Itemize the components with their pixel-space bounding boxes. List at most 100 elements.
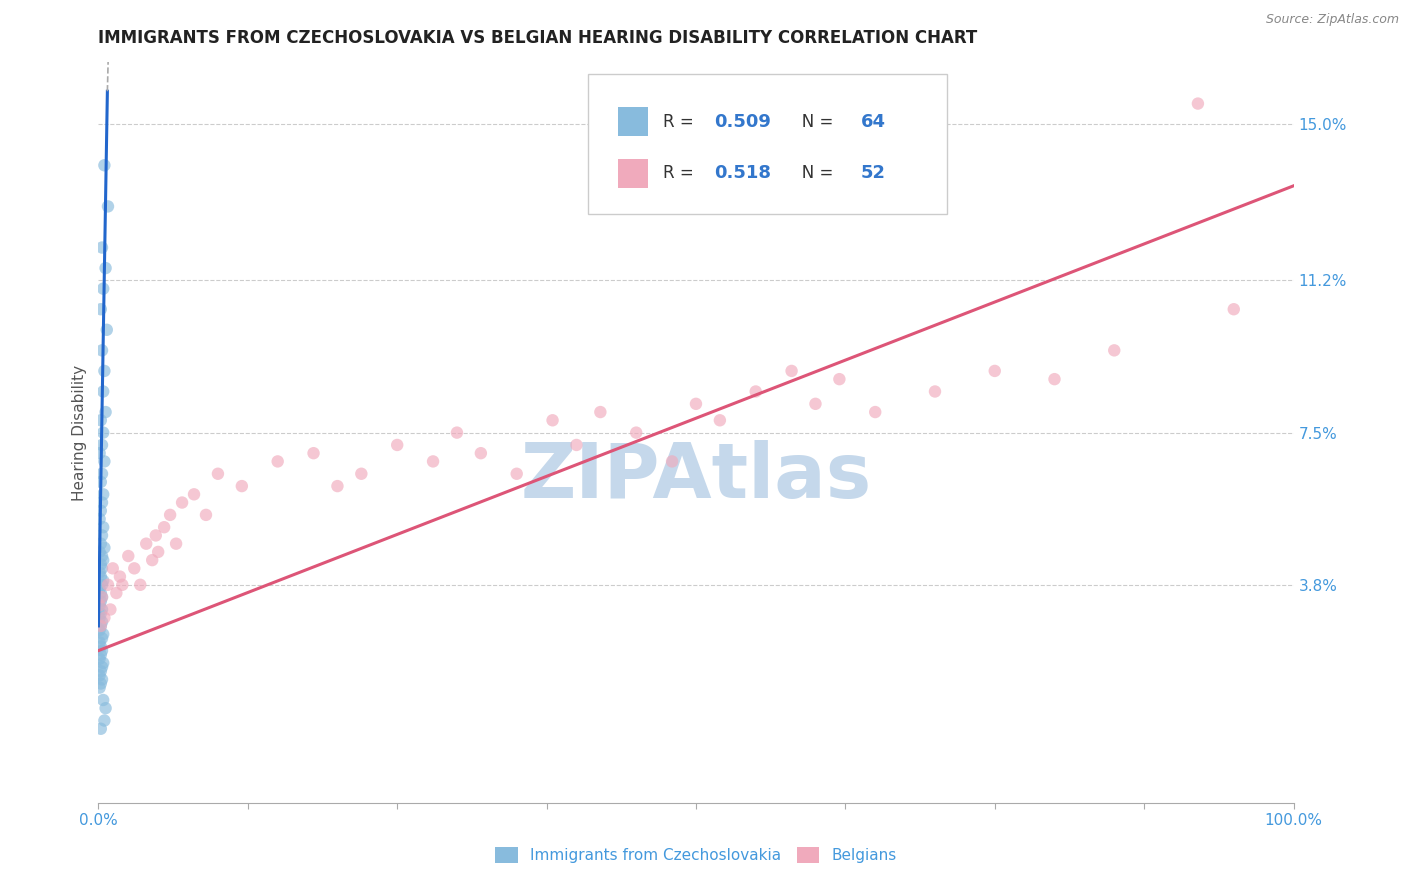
Point bbox=[91, 615, 114, 629]
Point bbox=[90, 664, 112, 678]
Point bbox=[91, 656, 114, 670]
Point bbox=[90, 722, 112, 736]
Point bbox=[90, 676, 112, 690]
Point bbox=[90, 640, 112, 654]
Point bbox=[446, 425, 468, 440]
Point bbox=[91, 632, 114, 646]
Point bbox=[117, 549, 139, 563]
Point bbox=[90, 619, 112, 633]
Point bbox=[91, 574, 114, 588]
Point bbox=[231, 479, 253, 493]
Point bbox=[91, 660, 114, 674]
Point bbox=[91, 343, 114, 358]
Point bbox=[91, 520, 114, 534]
Point bbox=[780, 364, 803, 378]
Point bbox=[350, 467, 373, 481]
Point bbox=[661, 454, 683, 468]
Point bbox=[90, 586, 112, 600]
Point bbox=[626, 425, 648, 440]
Point bbox=[91, 590, 114, 604]
Text: N =: N = bbox=[786, 112, 838, 130]
Point bbox=[93, 364, 115, 378]
Point bbox=[93, 158, 115, 172]
Point bbox=[1104, 343, 1126, 358]
Point bbox=[828, 372, 851, 386]
Point bbox=[89, 599, 111, 613]
Point bbox=[91, 495, 114, 509]
Point bbox=[159, 508, 181, 522]
Point bbox=[422, 454, 444, 468]
Point bbox=[89, 582, 111, 596]
Point bbox=[148, 545, 170, 559]
Point bbox=[108, 569, 131, 583]
Point bbox=[865, 405, 887, 419]
Point bbox=[89, 668, 111, 682]
Point bbox=[91, 438, 114, 452]
Point bbox=[94, 701, 117, 715]
Point bbox=[1223, 302, 1246, 317]
Point bbox=[506, 467, 529, 481]
Point bbox=[91, 643, 114, 657]
Point bbox=[93, 541, 115, 555]
Point bbox=[91, 578, 114, 592]
Point bbox=[90, 619, 112, 633]
Point bbox=[565, 438, 588, 452]
Point bbox=[89, 611, 111, 625]
Point bbox=[93, 611, 115, 625]
Point bbox=[1043, 372, 1066, 386]
FancyBboxPatch shape bbox=[589, 73, 948, 214]
Point bbox=[93, 714, 115, 728]
Point bbox=[91, 549, 114, 563]
Point bbox=[91, 282, 114, 296]
Point bbox=[385, 438, 409, 452]
Point bbox=[91, 553, 114, 567]
Point bbox=[97, 578, 120, 592]
Point bbox=[124, 561, 146, 575]
Text: R =: R = bbox=[662, 112, 704, 130]
Point bbox=[90, 504, 112, 518]
Point bbox=[89, 599, 111, 613]
Point bbox=[153, 520, 176, 534]
Text: 0.509: 0.509 bbox=[714, 112, 770, 130]
Text: Source: ZipAtlas.com: Source: ZipAtlas.com bbox=[1265, 13, 1399, 27]
Point bbox=[685, 397, 707, 411]
Text: 0.518: 0.518 bbox=[714, 164, 770, 183]
Text: R =: R = bbox=[662, 164, 704, 183]
Point bbox=[924, 384, 946, 399]
Text: N =: N = bbox=[786, 164, 838, 183]
Point bbox=[91, 673, 114, 687]
Y-axis label: Hearing Disability: Hearing Disability bbox=[72, 365, 87, 500]
Point bbox=[302, 446, 325, 460]
Point bbox=[984, 364, 1007, 378]
Point bbox=[97, 199, 120, 213]
Point bbox=[90, 569, 112, 583]
Point bbox=[326, 479, 349, 493]
Point bbox=[91, 627, 114, 641]
Point bbox=[267, 454, 290, 468]
Point bbox=[111, 578, 134, 592]
Point bbox=[90, 558, 112, 572]
Point bbox=[470, 446, 492, 460]
Legend: Immigrants from Czechoslovakia, Belgians: Immigrants from Czechoslovakia, Belgians bbox=[489, 841, 903, 869]
Point bbox=[90, 594, 112, 608]
Point bbox=[91, 561, 114, 575]
Point bbox=[91, 590, 114, 604]
Point bbox=[91, 487, 114, 501]
Point bbox=[89, 512, 111, 526]
Point bbox=[195, 508, 218, 522]
Point bbox=[98, 602, 122, 616]
Point bbox=[91, 384, 114, 399]
Point bbox=[89, 446, 111, 460]
Point bbox=[709, 413, 731, 427]
Point bbox=[89, 566, 111, 580]
Point bbox=[135, 536, 157, 550]
Point bbox=[589, 405, 612, 419]
Point bbox=[89, 652, 111, 666]
Point bbox=[96, 323, 118, 337]
Point bbox=[90, 607, 112, 621]
Text: 52: 52 bbox=[860, 164, 886, 183]
Point bbox=[183, 487, 205, 501]
FancyBboxPatch shape bbox=[619, 107, 648, 136]
Point bbox=[105, 586, 128, 600]
Point bbox=[91, 467, 114, 481]
